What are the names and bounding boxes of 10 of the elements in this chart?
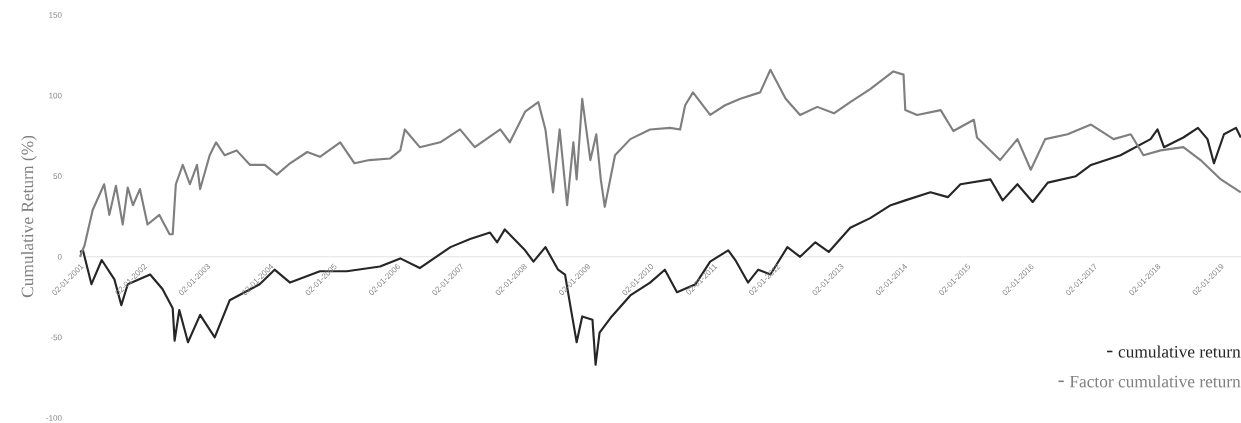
y-tick-label: 0 xyxy=(57,253,62,260)
legend-label: Factor cumulative return xyxy=(1069,375,1241,388)
y-tick-label: -50 xyxy=(50,334,62,341)
y-axis-title: Cumulative Return (%) xyxy=(21,135,37,298)
legend-label: cumulative return xyxy=(1118,345,1241,358)
y-tick-label: 50 xyxy=(53,173,62,180)
y-tick-label: -100 xyxy=(46,415,62,421)
line-series xyxy=(78,68,1241,258)
y-tick-label: 150 xyxy=(49,12,62,18)
y-tick-label: 100 xyxy=(49,92,62,99)
